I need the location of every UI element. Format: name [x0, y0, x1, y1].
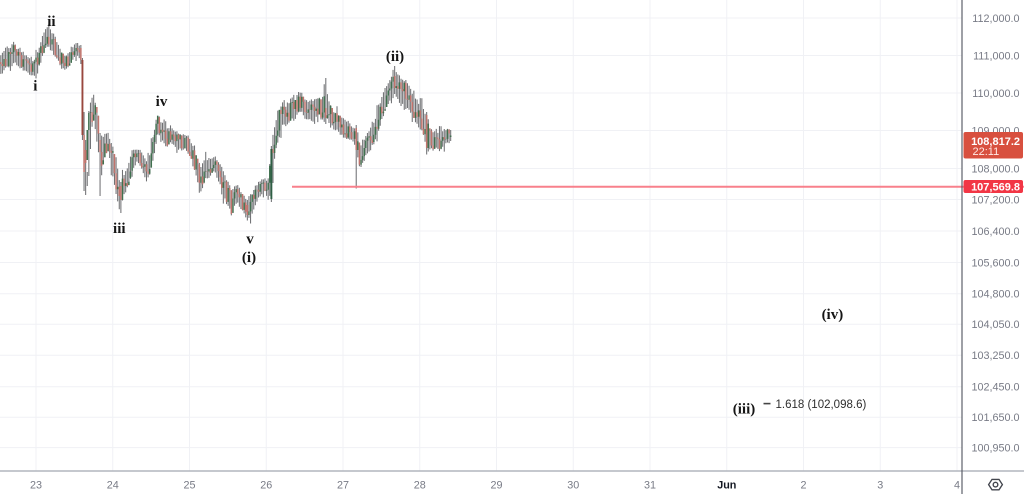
svg-text:108,817.2: 108,817.2	[971, 136, 1020, 148]
svg-text:31: 31	[644, 479, 656, 491]
svg-text:104,050.0: 104,050.0	[971, 319, 1019, 331]
svg-text:104,800.0: 104,800.0	[971, 289, 1019, 301]
svg-text:112,000.0: 112,000.0	[972, 13, 1019, 25]
svg-text:110,000.0: 110,000.0	[972, 88, 1019, 100]
svg-text:(ii): (ii)	[386, 49, 404, 65]
svg-text:100,950.0: 100,950.0	[971, 443, 1019, 455]
svg-text:4: 4	[954, 479, 960, 491]
svg-text:(i): (i)	[242, 250, 256, 266]
svg-text:111,000.0: 111,000.0	[973, 50, 1019, 62]
svg-text:i: i	[33, 79, 37, 95]
svg-text:105,600.0: 105,600.0	[971, 257, 1019, 269]
svg-text:2: 2	[800, 479, 806, 491]
svg-text:101,650.0: 101,650.0	[971, 412, 1019, 424]
svg-text:iv: iv	[156, 94, 168, 110]
svg-text:22:11: 22:11	[973, 146, 1000, 158]
svg-text:106,400.0: 106,400.0	[971, 226, 1019, 238]
svg-text:102,450.0: 102,450.0	[971, 382, 1019, 394]
svg-text:ii: ii	[47, 14, 55, 30]
svg-text:23: 23	[30, 479, 42, 491]
svg-text:v: v	[246, 232, 254, 248]
svg-text:1.618 (102,098.6): 1.618 (102,098.6)	[776, 399, 867, 411]
svg-text:(iv): (iv)	[822, 307, 844, 323]
svg-text:103,250.0: 103,250.0	[971, 350, 1019, 362]
svg-text:3: 3	[877, 479, 883, 491]
svg-text:107,569.8: 107,569.8	[971, 182, 1020, 194]
svg-text:24: 24	[107, 479, 119, 491]
svg-text:108,000.0: 108,000.0	[971, 163, 1019, 175]
svg-text:25: 25	[183, 479, 195, 491]
svg-text:30: 30	[567, 479, 579, 491]
svg-text:(iii): (iii)	[733, 402, 756, 418]
svg-text:27: 27	[337, 479, 349, 491]
svg-text:28: 28	[414, 479, 426, 491]
svg-text:26: 26	[260, 479, 272, 491]
svg-text:29: 29	[490, 479, 502, 491]
svg-text:iii: iii	[113, 221, 126, 237]
svg-text:Jun: Jun	[717, 479, 736, 491]
svg-text:107,200.0: 107,200.0	[971, 194, 1019, 206]
